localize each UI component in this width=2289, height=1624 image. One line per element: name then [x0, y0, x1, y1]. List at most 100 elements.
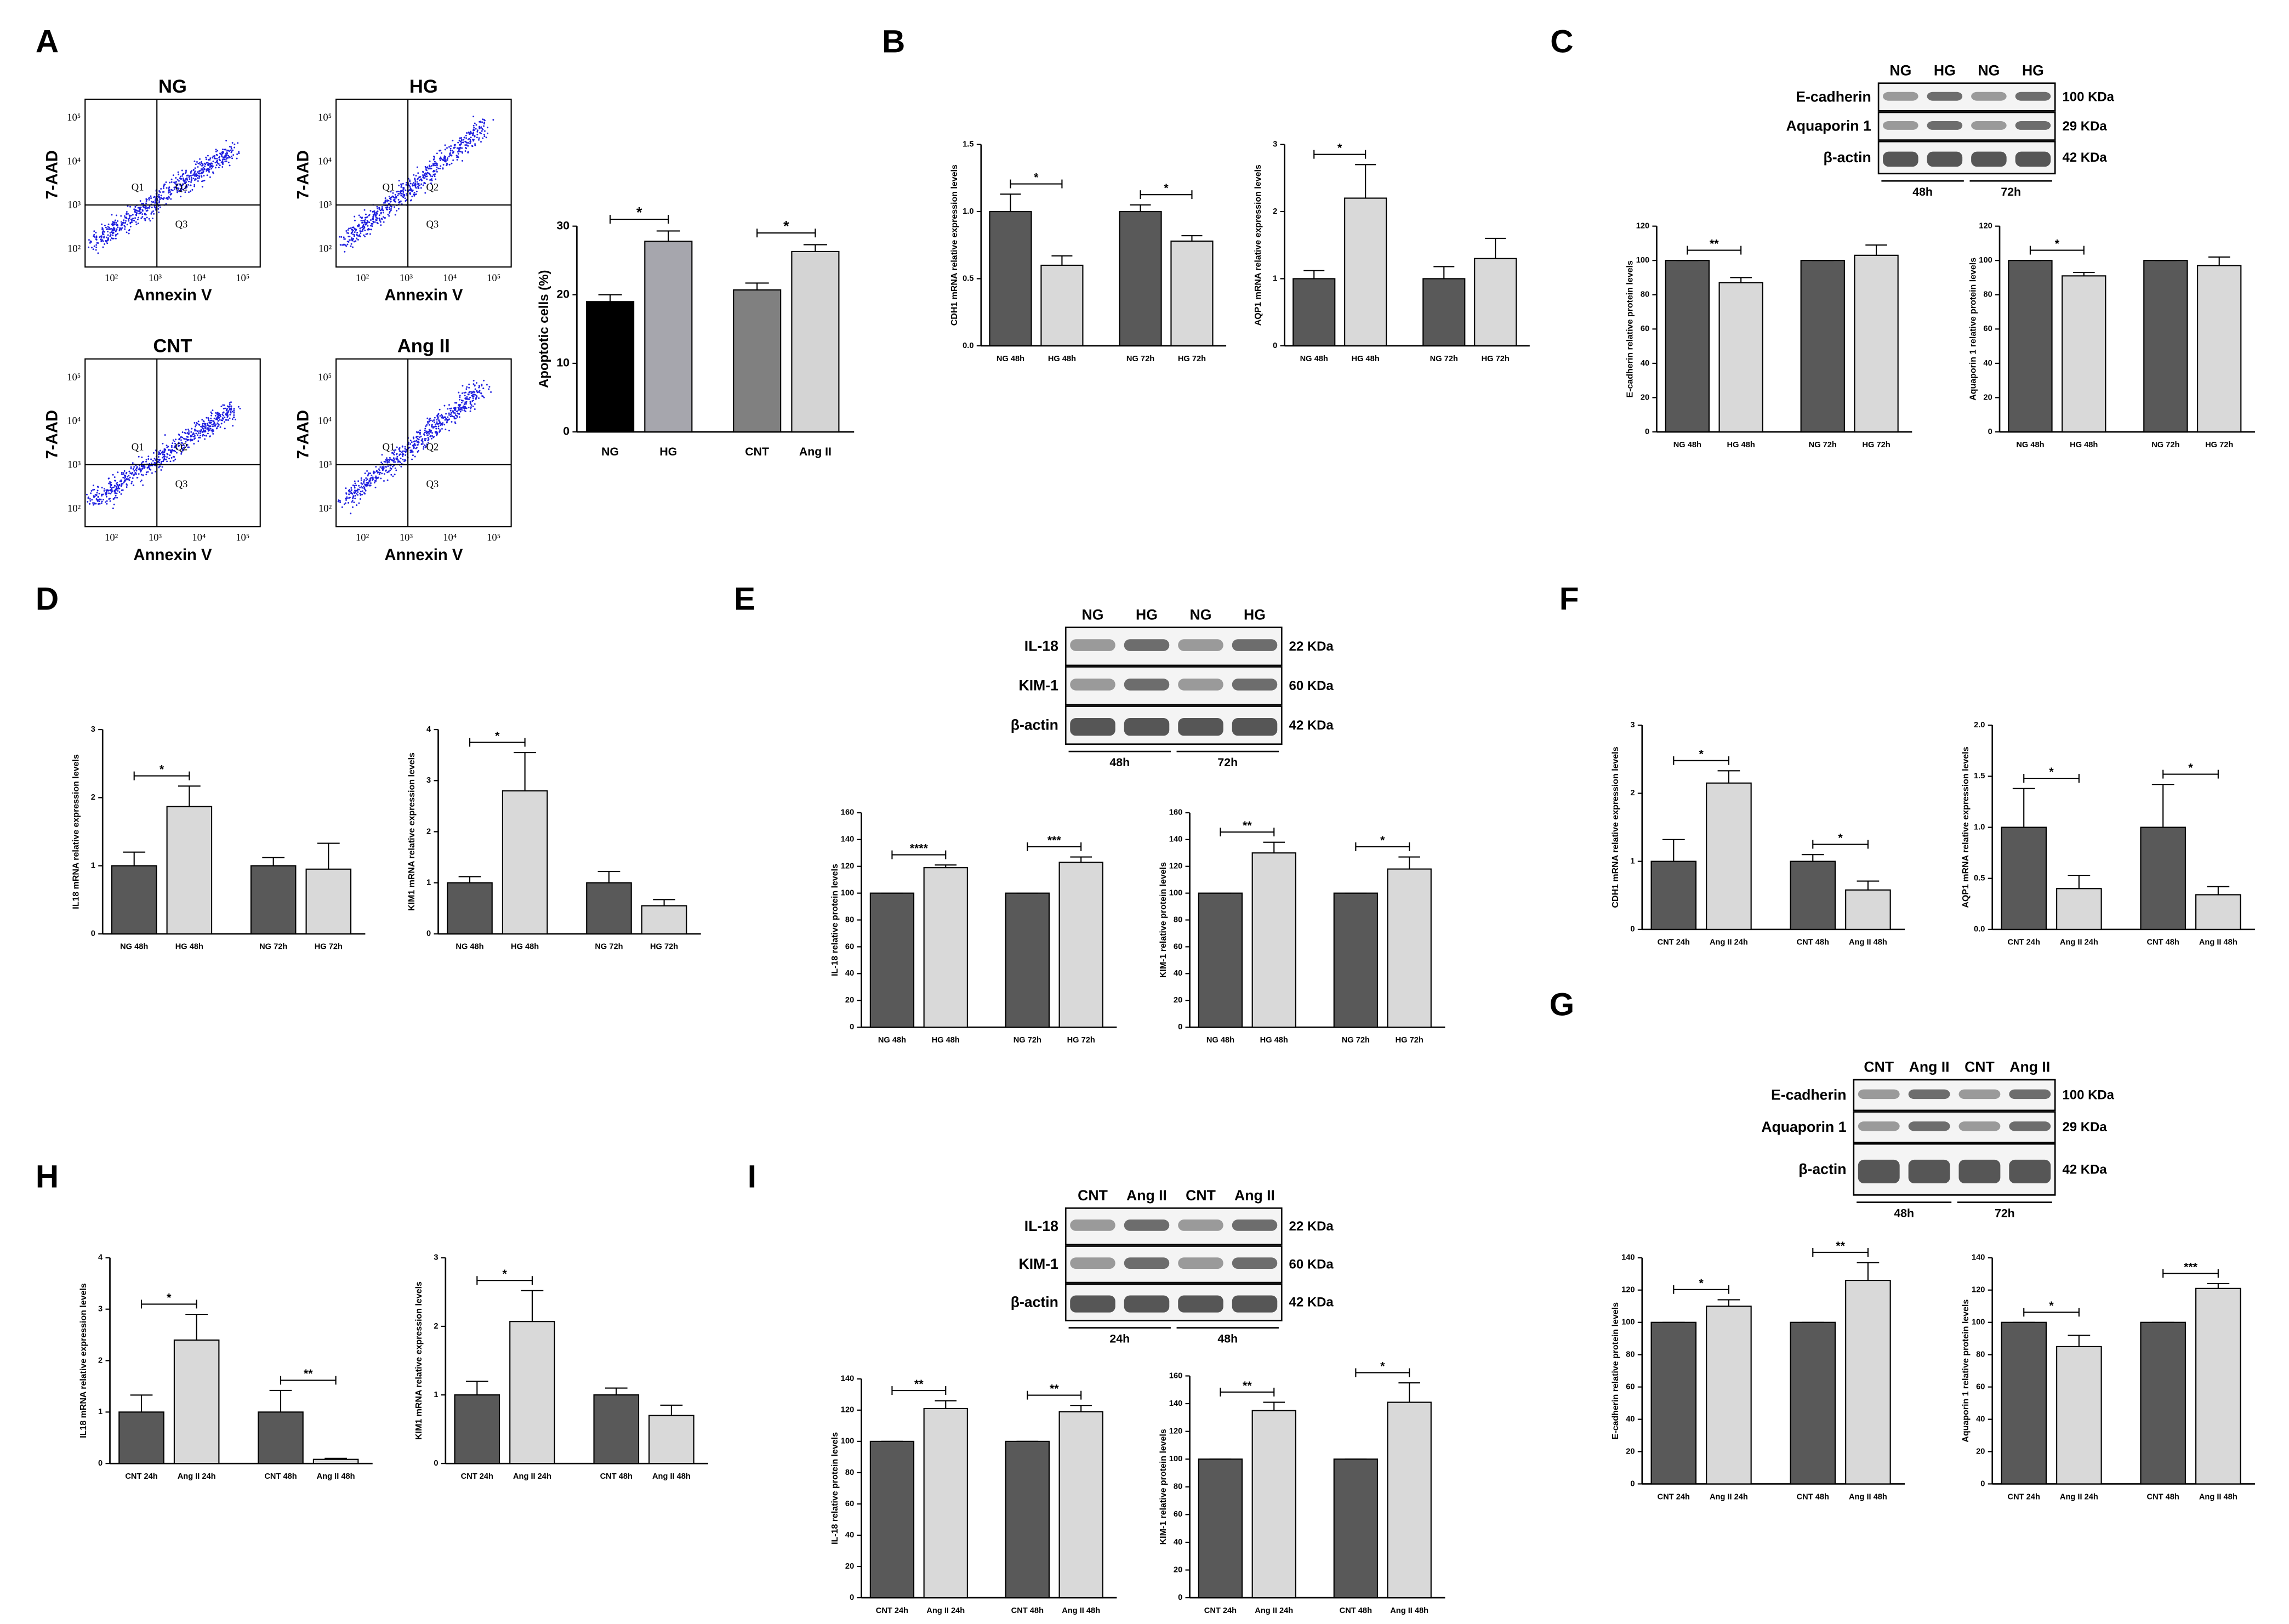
event-dot [452, 139, 454, 141]
x-tick-label: NG 48h [1673, 441, 1701, 449]
event-dot [394, 206, 396, 208]
event-dot [434, 421, 436, 423]
event-dot [209, 435, 211, 437]
event-dot [396, 209, 398, 212]
event-dot [126, 231, 128, 233]
bar [1292, 278, 1336, 347]
x-tick-label: NG 72h [259, 943, 287, 951]
event-dot [395, 191, 397, 193]
event-dot [117, 226, 119, 229]
quadrant-label: Q2 [426, 441, 439, 453]
event-dot [424, 446, 426, 448]
y-tick-label: 0 [563, 425, 570, 438]
event-dot [206, 428, 208, 430]
bar [2008, 260, 2053, 433]
event-dot [375, 219, 377, 221]
event-dot [115, 222, 117, 224]
event-dot [412, 436, 414, 438]
event-dot [411, 451, 413, 453]
event-dot [145, 474, 147, 476]
event-dot [181, 169, 183, 172]
event-dot [219, 426, 221, 428]
event-dot [213, 424, 215, 426]
event-dot [403, 460, 405, 462]
event-dot [149, 220, 151, 222]
event-dot [206, 174, 208, 176]
event-dot [229, 164, 231, 167]
event-dot [114, 497, 116, 499]
event-dot [111, 223, 113, 225]
event-dot [103, 235, 105, 237]
event-dot [172, 442, 174, 445]
event-dot [472, 115, 475, 117]
event-dot [447, 419, 449, 421]
time-label: 48h [1109, 756, 1130, 769]
y-tick-label: 80 [1641, 290, 1649, 299]
event-dot [439, 430, 441, 432]
event-dot [138, 455, 140, 458]
x-tick-label: NG 72h [1013, 1036, 1041, 1045]
event-dot [428, 433, 430, 435]
y-tick-label: 0 [1273, 341, 1277, 350]
event-dot [459, 396, 461, 398]
bar [1251, 852, 1296, 1028]
event-dot [227, 150, 230, 152]
significance-label: * [2188, 761, 2193, 774]
event-dot [375, 212, 377, 214]
event-dot [177, 171, 179, 173]
x-tick-label: HG 48h [175, 943, 203, 951]
event-dot [448, 404, 450, 406]
event-dot [112, 234, 114, 236]
event-dot [339, 236, 341, 238]
event-dot [357, 238, 359, 241]
event-dot [103, 488, 105, 490]
event-dot [348, 236, 350, 238]
event-dot [445, 413, 447, 415]
event-dot [213, 418, 215, 419]
event-dot [107, 223, 110, 225]
panel-letter: I [748, 1159, 756, 1195]
event-dot [412, 189, 414, 191]
event-dot [162, 453, 164, 455]
y-tick-label: 100 [1621, 1318, 1635, 1327]
event-dot [117, 224, 119, 226]
event-dot [140, 474, 143, 476]
event-dot [440, 159, 441, 162]
event-dot [415, 190, 418, 192]
event-dot [166, 460, 168, 463]
event-dot [165, 458, 167, 460]
event-dot [472, 405, 474, 407]
y-tick-label: 40 [1983, 359, 1992, 368]
significance-label: ** [304, 1367, 313, 1380]
event-dot [105, 236, 107, 238]
y-tick-label: 1 [98, 1408, 103, 1416]
y-axis-label: KIM-1 relative protein levels [1159, 1429, 1168, 1545]
event-dot [363, 209, 366, 211]
size-label: 29 KDa [2063, 1120, 2108, 1135]
event-dot [428, 424, 430, 426]
event-dot [397, 193, 400, 195]
event-dot [385, 465, 387, 468]
event-dot [431, 437, 432, 440]
lane-label: HG [1244, 606, 1266, 623]
event-dot [126, 224, 128, 226]
event-dot [166, 187, 168, 189]
event-dot [349, 236, 351, 238]
event-dot [206, 417, 208, 419]
blot-band [1232, 679, 1278, 691]
event-dot [376, 217, 378, 219]
event-dot [210, 419, 213, 421]
event-dot [480, 121, 482, 123]
event-dot [451, 412, 453, 414]
event-dot [231, 157, 234, 159]
event-dot [204, 425, 207, 427]
event-dot [159, 465, 161, 468]
event-dot [134, 472, 136, 474]
event-dot [190, 179, 192, 181]
event-dot [381, 206, 383, 208]
event-dot [151, 201, 153, 203]
event-dot [364, 229, 366, 231]
flow-x-tick: 10⁴ [192, 532, 206, 544]
bar [305, 868, 352, 934]
event-dot [354, 231, 356, 233]
